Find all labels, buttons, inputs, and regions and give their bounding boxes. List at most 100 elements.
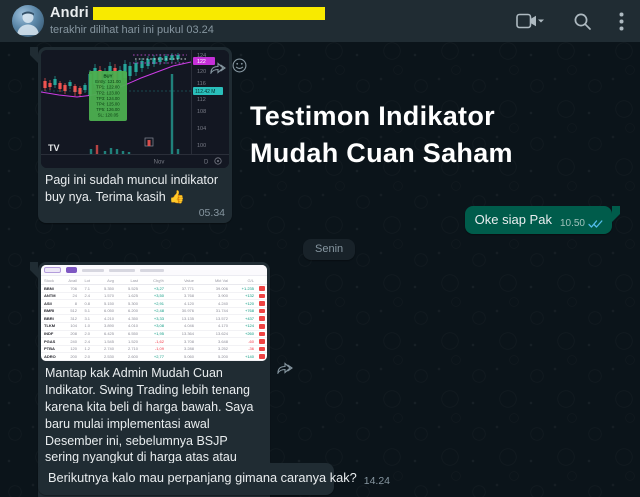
message-time: 14.24 <box>363 475 391 487</box>
video-call-button[interactable] <box>516 12 546 30</box>
price-axis-label: 116 <box>197 81 206 87</box>
toolbar-text-bar <box>109 268 135 272</box>
last-price-label <box>193 87 223 95</box>
table-cell: +437 <box>244 315 254 321</box>
price-axis-label: 120 <box>197 69 206 75</box>
contact-name: Andri <box>50 5 89 21</box>
toolbar-chip-active <box>66 267 77 273</box>
table-cell: 3.900 <box>217 293 228 299</box>
table-cell: 5.350 <box>103 285 114 291</box>
toolbar-text-bar <box>82 268 104 272</box>
table-header-cell: Last <box>130 277 138 283</box>
avatar[interactable] <box>12 5 44 37</box>
buy-box-line: TP5: 126.00 <box>96 107 120 112</box>
table-cell: +124 <box>244 323 254 329</box>
volume-bar <box>109 148 113 154</box>
forward-icon[interactable] <box>210 61 226 79</box>
table-header-cell: G/L <box>247 277 254 283</box>
table-cell: -1,62 <box>154 338 164 344</box>
search-button[interactable] <box>573 12 592 31</box>
table-cell: PTBA <box>44 346 55 352</box>
ma-price-label <box>193 57 215 65</box>
buy-box-line: TP4: 125.00 <box>96 102 120 107</box>
table-cell: +3,27 <box>153 285 164 291</box>
svg-text:112.42 M: 112.42 M <box>195 89 215 95</box>
table-cell: 39.006 <box>215 285 228 291</box>
table-row: ANTM 24 2.4 1.570 1.625 +3,50 3.768 3.900 +132 <box>41 293 267 301</box>
table-row: ASII 8 0.8 5.150 5.300 +2,91 4.120 4.240 +120 <box>41 300 267 308</box>
buy-box-line: BUY <box>103 74 112 79</box>
kebab-menu-icon <box>619 12 624 30</box>
table-cell: 706 <box>70 285 77 291</box>
sell-button <box>259 346 265 352</box>
forward-icon[interactable] <box>277 361 293 379</box>
table-cell: 5.060 <box>183 353 194 359</box>
table-cell: 1.520 <box>127 338 138 344</box>
sell-button <box>259 323 265 329</box>
sell-button <box>259 354 265 359</box>
table-cell: 4.120 <box>183 300 194 306</box>
candle-body <box>128 66 132 76</box>
tradingview-logo: TV <box>48 143 60 153</box>
table-cell: +3,08 <box>153 323 164 329</box>
table-cell: 312 <box>70 315 77 321</box>
candle-body <box>158 57 162 62</box>
screenshot-icon <box>214 157 222 165</box>
table-cell: +768 <box>244 308 254 314</box>
name-redaction-bar <box>92 6 325 20</box>
table-cell: +1,95 <box>153 331 164 337</box>
volume-bar <box>127 152 131 154</box>
react-smiley-icon[interactable] <box>232 58 247 78</box>
message-incoming-chart: 124 120 116 112 108 104 100 122 112.42 M BUY Entry… <box>30 47 232 223</box>
table-row: INDF 208 2.0 6.425 6.550 +1,95 13.364 13.624 +26… <box>41 331 267 339</box>
table-row: TLKM 104 1.0 3.890 4.010 +3,08 4.046 4.170 +124 <box>41 323 267 331</box>
table-cell: 3.252 <box>217 346 228 352</box>
candle-body <box>134 63 138 72</box>
table-cell: 4.010 <box>127 323 138 329</box>
table-cell: 120 <box>70 346 77 352</box>
table-cell: 104 <box>70 323 77 329</box>
sell-button <box>259 331 265 337</box>
buy-box-line: TP1: 122.00 <box>96 85 120 90</box>
table-cell: +1.235 <box>241 285 254 291</box>
buy-box-line: SL: 120.05 <box>98 113 119 118</box>
buy-box-line: Entry: 121.00 <box>95 79 121 84</box>
table-cell: 6.050 <box>103 308 114 314</box>
table-cell: INDF <box>44 331 54 337</box>
table-cell: 3.1 <box>84 315 90 321</box>
message-time: 10.50 <box>559 218 585 229</box>
table-cell: 2.4 <box>84 293 90 299</box>
menu-button[interactable] <box>619 12 624 31</box>
table-row: PTBA 120 1.2 2.740 2.710 -1,09 3.288 3.252 -36 <box>41 346 267 354</box>
chat-header: Andri terakhir dilihat hari ini pukul 03… <box>0 0 640 42</box>
sell-button <box>259 308 265 314</box>
portfolio-table-attachment[interactable]: Stock Avail Lot Avg Last Chg% Value Mkt Val G/L … <box>41 265 267 361</box>
candle-body <box>140 61 144 68</box>
search-icon <box>574 13 591 30</box>
table-row: BMRI 512 5.1 6.050 6.200 +2,48 30.976 31.744 +76… <box>41 308 267 316</box>
table-cell: 4.350 <box>127 315 138 321</box>
candle-body <box>58 83 62 89</box>
table-cell: 1.570 <box>103 293 114 299</box>
table-header-cell: Lot <box>84 277 90 283</box>
read-receipt-icon <box>588 219 603 228</box>
table-header-cell: Chg% <box>153 277 164 283</box>
table-cell: 13.624 <box>215 331 228 337</box>
table-cell: 4.046 <box>183 323 194 329</box>
table-cell: 6.200 <box>127 308 138 314</box>
candle-body <box>152 58 156 64</box>
table-cell: 208 <box>70 331 77 337</box>
price-axis-label: 104 <box>197 126 206 132</box>
contact-info[interactable]: Andri terakhir dilihat hari ini pukul 03… <box>50 4 325 36</box>
chart-image-attachment[interactable]: 124 120 116 112 108 104 100 122 112.42 M BUY Entry… <box>41 50 229 168</box>
candle-body <box>63 85 67 91</box>
table-cell: 4.210 <box>103 315 114 321</box>
table-cell: 512 <box>70 308 77 314</box>
sell-button <box>259 339 265 344</box>
table-cell: 2.710 <box>127 346 138 352</box>
table-cell: 2.600 <box>127 353 138 359</box>
tradingview-chart: 124 120 116 112 108 104 100 122 112.42 M BUYEntry… <box>41 50 229 168</box>
table-cell: +260 <box>244 331 254 337</box>
candle-body <box>146 59 150 66</box>
table-cell: BMRI <box>44 308 55 314</box>
